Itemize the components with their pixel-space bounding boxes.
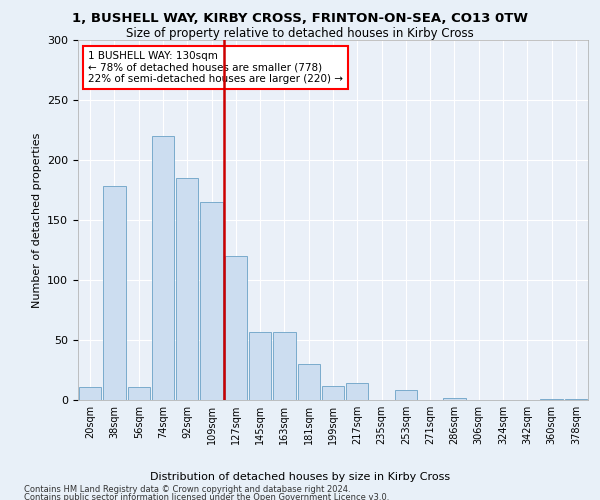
Text: 1 BUSHELL WAY: 130sqm
← 78% of detached houses are smaller (778)
22% of semi-det: 1 BUSHELL WAY: 130sqm ← 78% of detached … <box>88 51 343 84</box>
Bar <box>176 178 199 400</box>
Bar <box>322 386 344 400</box>
Text: Contains HM Land Registry data © Crown copyright and database right 2024.: Contains HM Land Registry data © Crown c… <box>24 485 350 494</box>
Bar <box>298 364 320 400</box>
Bar <box>79 387 101 400</box>
Bar <box>395 390 417 400</box>
Bar <box>152 136 174 400</box>
Bar <box>224 256 247 400</box>
Text: Contains public sector information licensed under the Open Government Licence v3: Contains public sector information licen… <box>24 494 389 500</box>
Bar <box>443 398 466 400</box>
Bar <box>103 186 125 400</box>
Bar <box>541 399 563 400</box>
Bar <box>346 383 368 400</box>
Text: 1, BUSHELL WAY, KIRBY CROSS, FRINTON-ON-SEA, CO13 0TW: 1, BUSHELL WAY, KIRBY CROSS, FRINTON-ON-… <box>72 12 528 26</box>
Bar <box>249 332 271 400</box>
Text: Size of property relative to detached houses in Kirby Cross: Size of property relative to detached ho… <box>126 28 474 40</box>
Bar <box>565 399 587 400</box>
Text: Distribution of detached houses by size in Kirby Cross: Distribution of detached houses by size … <box>150 472 450 482</box>
Bar <box>128 387 150 400</box>
Y-axis label: Number of detached properties: Number of detached properties <box>32 132 41 308</box>
Bar <box>200 202 223 400</box>
Bar <box>273 332 296 400</box>
